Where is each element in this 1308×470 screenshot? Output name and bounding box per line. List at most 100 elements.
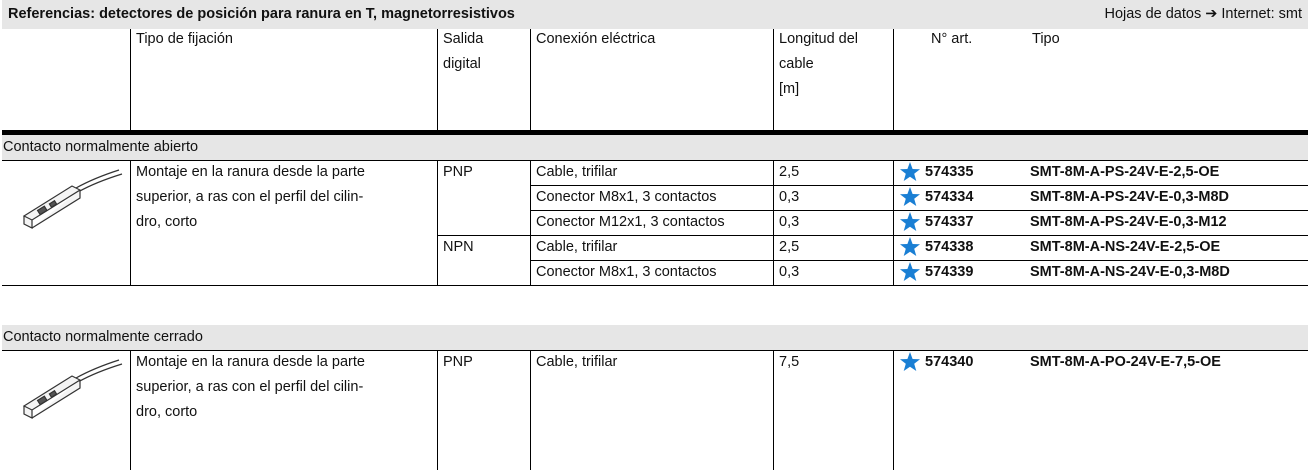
section-row [2,135,1308,160]
mounting-text: Montaje en la ranura desde la parte [136,354,365,370]
star-svg [900,162,920,181]
mounting-text: dro, corto [136,404,198,420]
rule [530,350,531,470]
section-title: Contacto normalmente abierto [3,139,199,155]
sensor-image [14,168,124,238]
rule [530,29,531,130]
type-code: SMT-8M-A-NS-24V-E-0,3-M8D [1030,264,1230,280]
star-svg [900,187,920,206]
sensor-led [36,205,48,216]
star-svg [900,262,920,281]
column-header: N° art. [931,31,973,47]
connection: Conector M8x1, 3 contactos [536,264,717,280]
rule [773,160,774,285]
connection: Conector M12x1, 3 contactos [536,214,725,230]
star-icon [899,186,921,208]
cable [75,169,123,193]
column-header: Longitud del [779,31,859,47]
cable-length: 2,5 [779,164,800,180]
part-number: 574340 [925,354,974,370]
sensor-mark [48,199,58,209]
rule [2,160,1308,161]
part-number: 574339 [925,264,974,280]
star-icon [899,261,921,283]
sensor-led [36,395,48,406]
star-icon [899,161,921,183]
rule [893,29,894,130]
type-code: SMT-8M-A-PS-24V-E-0,3-M8D [1030,189,1230,205]
star-shape [900,262,920,281]
star-svg [900,352,920,371]
star-icon [899,236,921,258]
star-svg [900,237,920,256]
part-number: 574334 [925,189,974,205]
digital-output: PNP [443,164,473,180]
section-row [2,325,1308,350]
star-icon [899,351,921,373]
section-title: Contacto normalmente cerrado [3,329,203,345]
connection: Conector M8x1, 3 contactos [536,189,717,205]
type-code: SMT-8M-A-PO-24V-E-7,5-OE [1030,354,1221,370]
star-shape [900,162,920,181]
rule [893,350,894,470]
sensor-mark [48,389,58,399]
rule [130,350,131,470]
rule [2,285,1308,286]
mounting-text: superior, a ras con el perfil del cilin- [136,189,364,205]
sensor-svg [22,359,123,419]
sensor-svg [22,169,123,229]
rule [437,160,438,285]
column-header: [m] [779,81,800,97]
rule [2,130,1308,135]
cable-length: 0,3 [779,264,800,280]
rule [130,160,131,285]
star-shape [900,237,920,256]
star-shape [900,187,920,206]
sensor-image [14,358,124,428]
cable-length: 0,3 [779,189,800,205]
rule [530,160,531,285]
title-bar [2,0,1308,29]
star-icon [899,211,921,233]
rule [130,29,131,130]
rule [437,350,438,470]
star-svg [900,212,920,231]
datasheet-link: Hojas de datos ➔ Internet: smt [1104,6,1302,22]
cable-length: 7,5 [779,354,800,370]
connection: Cable, trifilar [536,239,618,255]
cable-length: 0,3 [779,214,800,230]
column-header: Tipo [1032,31,1060,47]
part-number: 574335 [925,164,974,180]
rule [2,350,1308,351]
digital-output: PNP [443,354,473,370]
cable-length: 2,5 [779,239,800,255]
type-code: SMT-8M-A-NS-24V-E-2,5-OE [1030,239,1221,255]
rule [530,210,1308,211]
rule [893,160,894,285]
column-header: cable [779,56,814,72]
rule [773,350,774,470]
column-header: digital [443,56,481,72]
column-header: Salida [443,31,484,47]
rule [530,260,1308,261]
mounting-text: dro, corto [136,214,198,230]
column-header: Conexión eléctrica [536,31,656,47]
mounting-text: superior, a ras con el perfil del cilin- [136,379,364,395]
rule [437,29,438,130]
rule [437,235,1308,236]
digital-output: NPN [443,239,474,255]
type-code: SMT-8M-A-PS-24V-E-0,3-M12 [1030,214,1227,230]
mounting-text: Montaje en la ranura desde la parte [136,164,365,180]
rule [773,29,774,130]
star-shape [900,352,920,371]
type-code: SMT-8M-A-PS-24V-E-2,5-OE [1030,164,1220,180]
star-shape [900,212,920,231]
column-header: Tipo de fijación [136,31,233,47]
part-number: 574338 [925,239,974,255]
part-number: 574337 [925,214,974,230]
connection: Cable, trifilar [536,164,618,180]
table-title: Referencias: detectores de posición para… [8,6,515,22]
rule [530,185,1308,186]
cable [75,359,123,383]
